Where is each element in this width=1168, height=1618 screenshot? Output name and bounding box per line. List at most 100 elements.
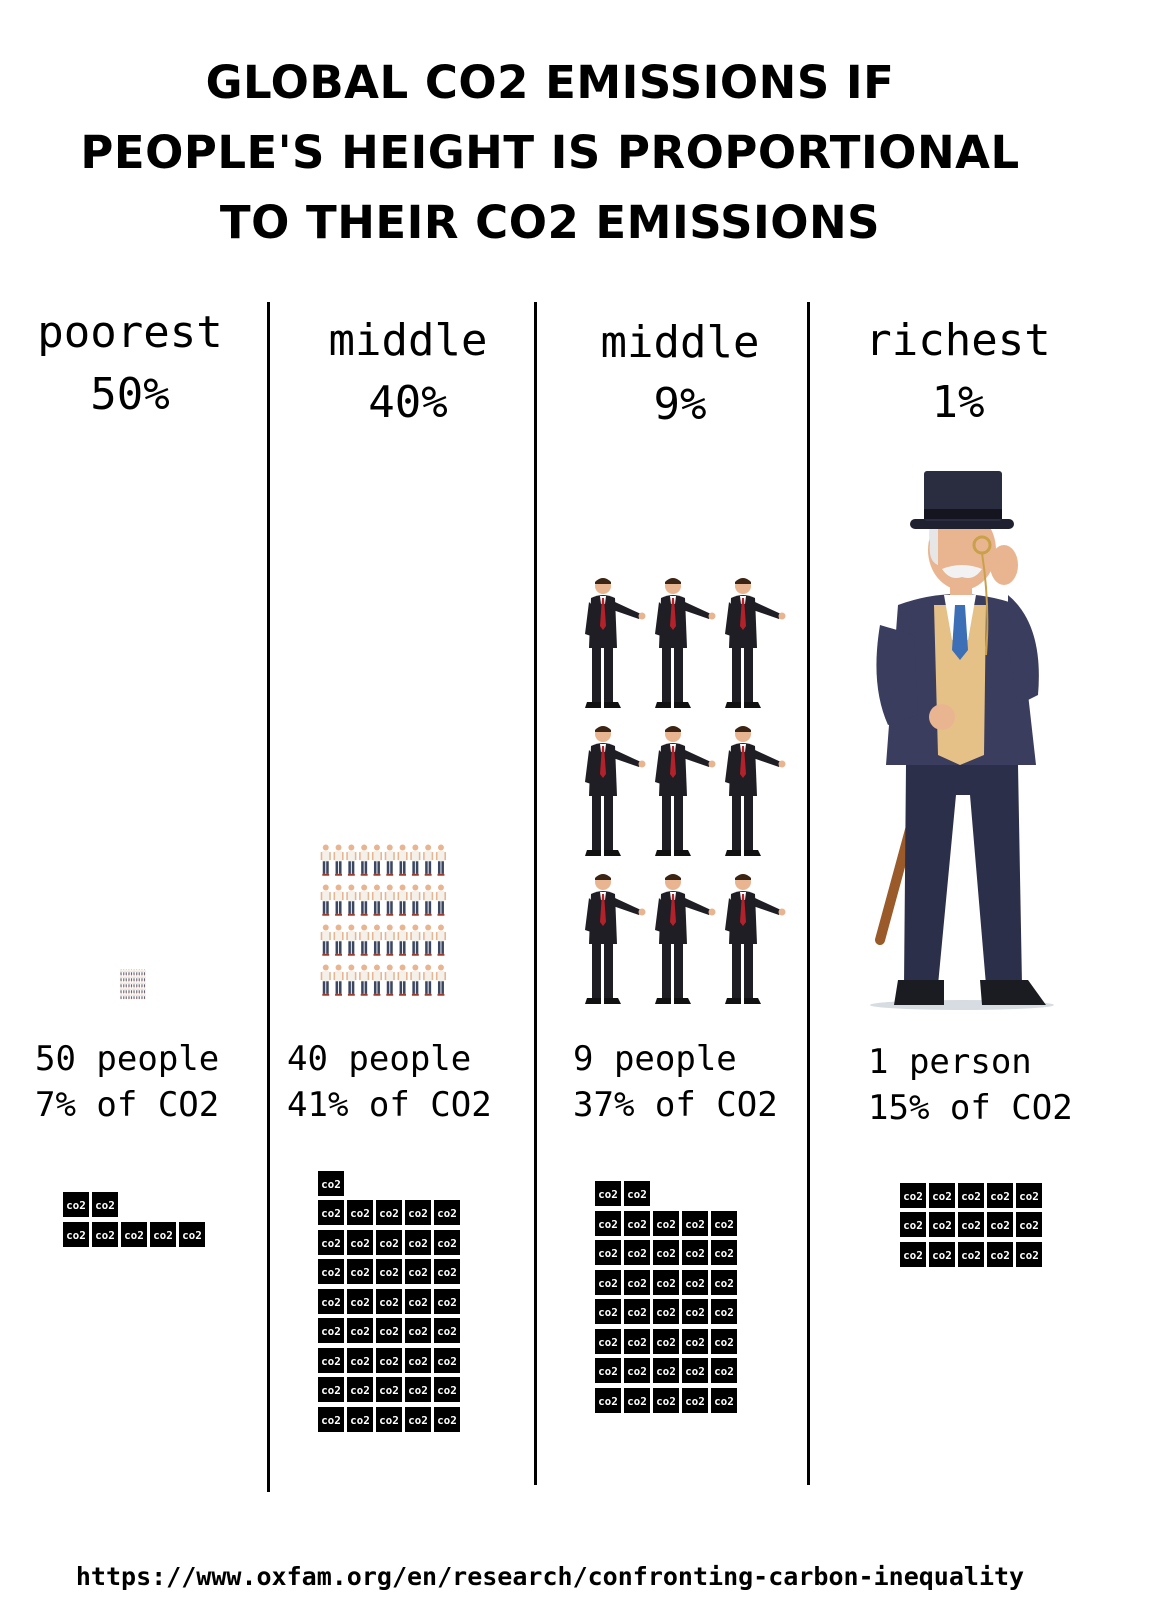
- people-group-middle-40: [320, 844, 447, 996]
- person-icon: [410, 964, 421, 996]
- person-icon: [435, 924, 447, 956]
- person-icon: [138, 969, 141, 976]
- person-icon: [133, 981, 136, 988]
- co2-block: co2: [681, 1239, 709, 1266]
- left-hand: [929, 704, 955, 730]
- co2-block: co2: [710, 1386, 738, 1414]
- co2-block: co2: [710, 1357, 738, 1384]
- co2-share: 15% of CO2: [868, 1088, 1073, 1128]
- co2-block: co2: [404, 1287, 432, 1315]
- column-divider: [807, 302, 810, 1485]
- person-icon: [384, 884, 395, 916]
- co2-block: co2: [178, 1220, 206, 1248]
- co2-block: co2: [62, 1191, 90, 1218]
- co2-block: co2: [899, 1181, 927, 1209]
- person-icon: [133, 987, 136, 994]
- person-icon: [359, 884, 370, 916]
- co2-blocks-richest: co2 co2 co2 co2 co2 co2 co2 co2 co2 co2 co2 co2 co2 c…: [899, 1180, 1049, 1270]
- column-label-poorest: poorest 50%: [20, 302, 240, 426]
- co2-block: co2: [986, 1240, 1014, 1268]
- person-icon: [130, 969, 133, 976]
- co2-block: co2: [375, 1405, 403, 1433]
- co2-blocks-middle-40: co2 co2 co2 co2 co2 co2 co2 co2 co2 co2 co2 co2 co2 c…: [317, 1165, 467, 1435]
- person-icon: [346, 884, 357, 916]
- person-icon: [143, 969, 146, 976]
- column-label-percent: 9%: [653, 379, 707, 430]
- person-icon: [135, 987, 138, 994]
- co2-block: co2: [652, 1298, 680, 1325]
- co2-block: co2: [346, 1376, 374, 1403]
- people-count: 9 people: [573, 1039, 737, 1079]
- co2-block: co2: [404, 1346, 432, 1374]
- column-divider: [267, 302, 270, 1492]
- co2-block: co2: [317, 1228, 345, 1256]
- person-icon: [143, 993, 146, 1000]
- people-group-poorest: [120, 969, 146, 1000]
- co2-block: co2: [928, 1240, 956, 1268]
- co2-block: co2: [623, 1298, 651, 1325]
- co2-share: 41% of CO2: [287, 1085, 492, 1125]
- person-icon: [371, 964, 383, 996]
- co2-block: co2: [346, 1287, 374, 1315]
- person-icon: [127, 981, 130, 988]
- co2-block: co2: [433, 1346, 461, 1374]
- column-label-percent: 1%: [931, 377, 985, 428]
- person-icon: [133, 969, 136, 976]
- co2-block: co2: [594, 1298, 622, 1325]
- column-divider: [534, 302, 537, 1485]
- co2-block: co2: [986, 1181, 1014, 1209]
- person-icon: [125, 993, 128, 1000]
- people-count: 1 person: [868, 1042, 1032, 1082]
- column-label-percent: 50%: [90, 369, 170, 420]
- co2-block: co2: [710, 1268, 738, 1296]
- person-icon: [333, 964, 344, 996]
- businessman-icon: [655, 874, 716, 1004]
- person-icon: [410, 924, 421, 956]
- co2-block: co2: [652, 1327, 680, 1355]
- businessman-icon: [725, 578, 786, 708]
- person-icon: [133, 993, 136, 1000]
- co2-block: co2: [594, 1327, 622, 1355]
- co2-block: co2: [120, 1220, 148, 1248]
- person-icon: [410, 844, 421, 876]
- tie: [952, 605, 968, 660]
- person-icon: [384, 964, 395, 996]
- person-icon: [423, 924, 434, 956]
- person-icon: [143, 975, 146, 982]
- person-icon: [127, 993, 130, 1000]
- co2-block: co2: [623, 1357, 651, 1384]
- column-label-richest: richest 1%: [848, 310, 1068, 434]
- title-line: GLOBAL CO2 EMISSIONS IF: [205, 56, 895, 109]
- person-icon: [120, 981, 123, 988]
- person-icon: [140, 975, 143, 982]
- person-icon: [130, 987, 133, 994]
- co2-block: co2: [1015, 1240, 1043, 1268]
- stat-middle-40: 40 people 41% of CO2: [287, 1036, 492, 1128]
- co2-block: co2: [375, 1376, 403, 1403]
- people-group-middle-9: [585, 578, 786, 1004]
- businessman-icon: [725, 874, 786, 1004]
- person-icon: [135, 993, 138, 1000]
- person-icon: [346, 924, 357, 956]
- title-line: TO THEIR CO2 EMISSIONS: [219, 196, 881, 249]
- person-icon: [130, 975, 133, 982]
- source-url: https://www.oxfam.org/en/research/confro…: [75, 1562, 1025, 1591]
- person-icon: [371, 924, 383, 956]
- person-icon: [143, 987, 146, 994]
- co2-block: co2: [375, 1346, 403, 1374]
- person-icon: [320, 884, 331, 916]
- person-icon: [423, 964, 434, 996]
- person-icon: [140, 987, 143, 994]
- co2-block: co2: [433, 1376, 461, 1403]
- co2-block: co2: [594, 1239, 622, 1266]
- co2-block: co2: [433, 1317, 461, 1344]
- person-icon: [125, 981, 128, 988]
- co2-block: co2: [652, 1268, 680, 1296]
- businessman-icon: [585, 874, 646, 1004]
- co2-block: co2: [957, 1211, 985, 1238]
- person-icon: [135, 969, 138, 976]
- person-icon: [120, 975, 123, 982]
- person-icon: [130, 981, 133, 988]
- person-icon: [127, 969, 130, 976]
- moustache: [942, 565, 982, 578]
